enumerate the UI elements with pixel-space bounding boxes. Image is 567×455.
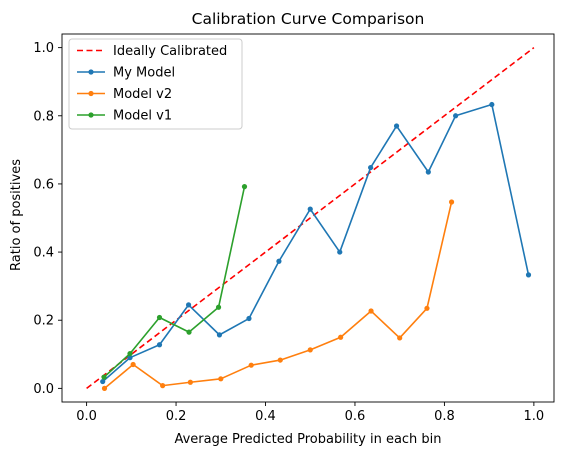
data-point-my-model-8: [337, 249, 343, 255]
axes-frame: [61, 33, 555, 403]
legend-label-model-v1: Model v1: [113, 109, 172, 124]
legend-label-model-v2: Model v2: [113, 87, 172, 102]
plot-area: [86, 46, 535, 391]
legend-marker-model-v1: [88, 112, 94, 118]
y-tick-label-2: 0.4: [33, 246, 54, 261]
y-tick-label-5: 1.0: [33, 41, 54, 56]
data-point-model-v2-9: [368, 308, 374, 314]
data-point-model-v2-4: [218, 376, 224, 382]
x-tick-label-4: 0.8: [434, 409, 455, 424]
legend-box: [68, 38, 243, 130]
data-point-my-model-1: [127, 355, 133, 361]
data-point-model-v2-6: [277, 357, 283, 363]
data-point-model-v2-11: [424, 305, 430, 311]
series-line-model-v1: [103, 186, 246, 378]
data-point-my-model-6: [276, 258, 282, 264]
legend-label-my-model: My Model: [113, 66, 175, 81]
data-point-my-model-7: [307, 206, 313, 212]
chart-title: Calibration Curve Comparison: [192, 10, 425, 28]
data-point-my-model-2: [156, 342, 163, 348]
data-point-model-v2-7: [307, 347, 313, 353]
legend-marker-my-model: [88, 69, 94, 75]
y-tick-label-0: 0.0: [33, 382, 54, 397]
data-point-my-model-12: [453, 113, 459, 119]
y-axis-label: Ratio of positives: [9, 159, 24, 271]
data-point-model-v1-2: [156, 314, 163, 321]
data-point-my-model-5: [246, 315, 252, 322]
legend: Ideally Calibrated My Model Model v2 Model …: [68, 38, 243, 130]
data-point-my-model-3: [185, 302, 192, 308]
data-point-my-model-10: [393, 123, 400, 129]
data-point-model-v1-1: [127, 351, 133, 357]
data-point-model-v1-4: [215, 304, 222, 310]
legend-label-ideally-calibrated: Ideally Calibrated: [113, 44, 227, 59]
data-point-my-model-0: [100, 378, 106, 385]
y-tick-label-3: 0.6: [33, 177, 54, 192]
x-tick-label-3: 0.6: [345, 409, 366, 424]
legend-marker-model-v2: [88, 90, 94, 97]
data-point-my-model-13: [489, 101, 495, 108]
data-point-model-v2-8: [338, 334, 344, 340]
data-point-model-v2-10: [397, 335, 403, 341]
data-point-model-v2-5: [248, 362, 254, 368]
data-point-model-v2-1: [130, 361, 136, 368]
axes: 0.0 0.2 0.4 0.6 0.8 1.0 0.0 0.2 0.4 0.6 0.8 1.0: [33, 33, 555, 424]
data-point-model-v2-3: [187, 379, 193, 385]
x-tick-label-5: 1.0: [524, 409, 545, 424]
x-tick-label-1: 0.2: [166, 409, 187, 424]
series-line-ideally-calibrated: [86, 46, 535, 390]
data-point-model-v2-0: [101, 385, 108, 391]
data-point-my-model-11: [425, 169, 431, 175]
data-point-model-v1-0: [101, 374, 107, 380]
x-tick-label-2: 0.4: [255, 409, 276, 424]
x-tick-label-0: 0.0: [76, 409, 97, 424]
y-tick-label-4: 0.8: [33, 109, 54, 124]
data-point-my-model-9: [368, 164, 374, 171]
data-point-model-v1-3: [186, 329, 192, 335]
y-tick-label-1: 0.2: [33, 314, 54, 329]
data-point-model-v1-5: [241, 184, 248, 190]
data-point-model-v2-12: [448, 199, 455, 205]
data-point-model-v2-2: [160, 383, 166, 389]
data-point-my-model-4: [216, 332, 223, 338]
x-axis-label: Average Predicted Probability in each bi…: [174, 432, 441, 447]
data-point-my-model-14: [525, 272, 532, 278]
